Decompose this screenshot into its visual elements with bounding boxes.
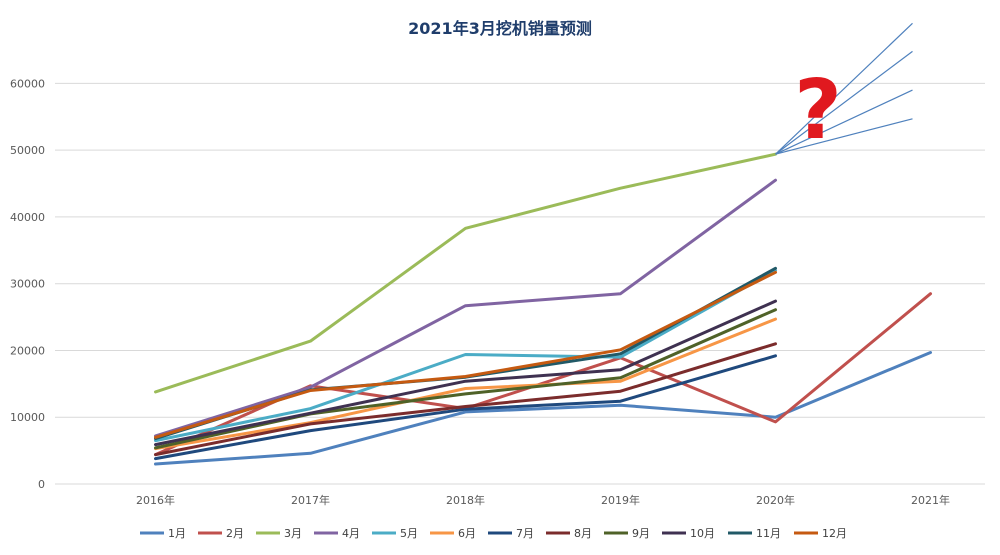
question-mark-annotation: ? [794, 63, 842, 158]
x-tick-label: 2016年 [136, 493, 175, 507]
series-line-7 [154, 354, 777, 461]
legend-item: 11月 [728, 527, 781, 540]
legend-item: 12月 [794, 527, 847, 540]
series-line-12 [154, 270, 777, 439]
projection-lines [775, 22, 913, 155]
legend-item: 7月 [488, 527, 534, 540]
axes: 0 10000 20000 30000 40000 50000 60000 2016年 2017… [10, 77, 950, 507]
legend-item: 4月 [314, 527, 360, 540]
legend-label: 3月 [284, 527, 302, 540]
projection-line-1 [775, 118, 913, 155]
series-line-1 [154, 351, 932, 466]
x-tick-label: 2019年 [601, 493, 640, 507]
legend-label: 1月 [168, 527, 186, 540]
legend-label: 2月 [226, 527, 244, 540]
legend-label: 8月 [574, 527, 592, 540]
projection-line-2 [775, 89, 913, 155]
projection-line-4 [775, 22, 913, 155]
y-tick-label: 30000 [10, 278, 45, 291]
legend-label: 7月 [516, 527, 534, 540]
legend-item: 1月 [140, 527, 186, 540]
series-lines [154, 152, 932, 466]
legend-item: 5月 [372, 527, 418, 540]
legend-label: 6月 [458, 527, 476, 540]
legend: 1月 2月 3月 4月 5月 6月 7月 8月 9月 10月 11月 12月 [140, 527, 847, 540]
y-tick-label: 50000 [10, 144, 45, 157]
legend-label: 10月 [690, 527, 715, 540]
series-line-8 [154, 342, 777, 457]
legend-label: 9月 [632, 527, 650, 540]
y-tick-label: 40000 [10, 211, 45, 224]
series-line-3 [154, 152, 777, 394]
x-tick-label: 2018年 [446, 493, 485, 507]
projection-line-3 [775, 50, 913, 155]
series-line-9 [154, 308, 777, 450]
series-line-4 [154, 178, 777, 438]
legend-item: 3月 [256, 527, 302, 540]
legend-item: 10月 [662, 527, 715, 540]
series-line-5 [154, 268, 777, 443]
legend-item: 6月 [430, 527, 476, 540]
y-tick-label: 10000 [10, 411, 45, 424]
series-line-10 [154, 299, 777, 447]
legend-label: 4月 [342, 527, 360, 540]
series-line-6 [154, 317, 777, 451]
legend-item: 9月 [604, 527, 650, 540]
x-tick-label: 2020年 [756, 493, 795, 507]
x-tick-label: 2017年 [291, 493, 330, 507]
y-tick-label: 0 [38, 478, 45, 491]
legend-item: 8月 [546, 527, 592, 540]
legend-label: 5月 [400, 527, 418, 540]
legend-label: 12月 [822, 527, 847, 540]
y-tick-label: 20000 [10, 344, 45, 357]
legend-label: 11月 [756, 527, 781, 540]
x-tick-label: 2021年 [911, 493, 950, 507]
chart-title: 2021年3月挖机销量预测 [408, 19, 592, 38]
y-tick-label: 60000 [10, 77, 45, 90]
legend-item: 2月 [198, 527, 244, 540]
